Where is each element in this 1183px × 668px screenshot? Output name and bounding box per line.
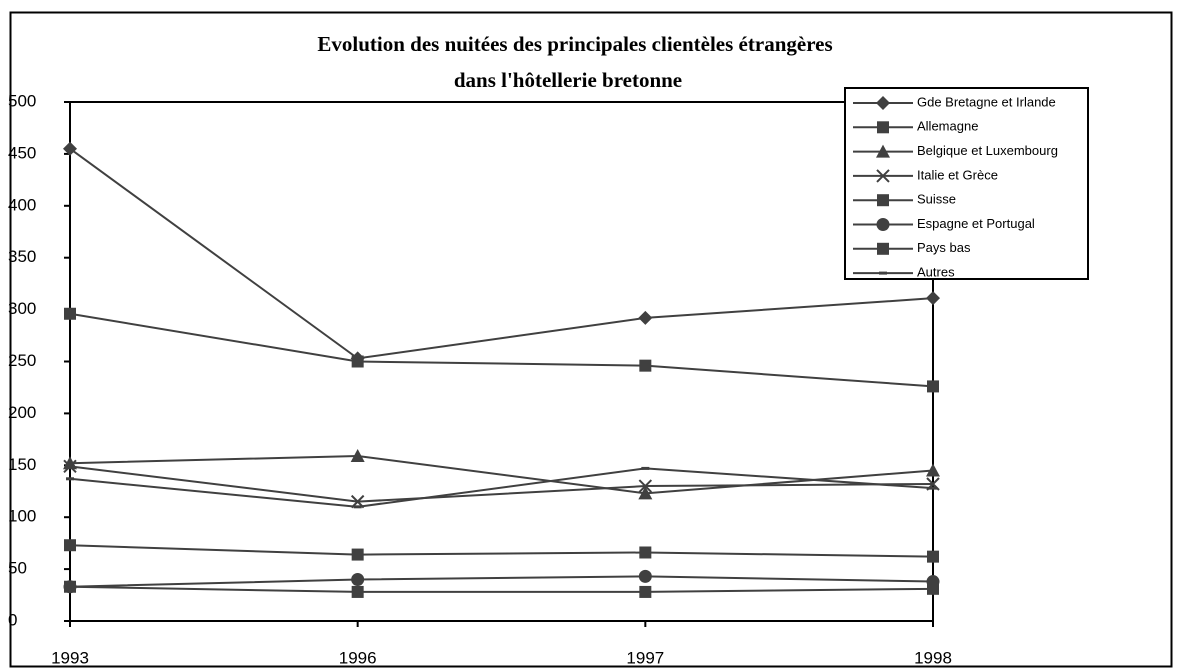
y-tick-label: 300 — [8, 299, 36, 318]
y-tick-label: 100 — [8, 507, 36, 526]
x-tick-label: 1993 — [51, 648, 89, 667]
marker — [641, 466, 650, 470]
y-tick-label: 0 — [8, 610, 17, 629]
marker — [927, 380, 939, 393]
marker — [876, 169, 890, 183]
chart-border — [9, 11, 1173, 668]
legend-label: Espagne et Portugal — [917, 216, 1035, 231]
chart-title: Evolution des nuitées des principales cl… — [317, 32, 832, 56]
plot-frame — [69, 101, 934, 622]
marker — [876, 96, 890, 110]
marker — [63, 141, 77, 156]
marker — [353, 505, 362, 509]
legend-label: Pays bas — [917, 240, 971, 255]
marker — [877, 194, 889, 207]
marker — [638, 569, 652, 583]
marker — [64, 539, 76, 552]
marker — [351, 572, 365, 586]
legend-label: Gde Bretagne et Irlande — [917, 94, 1056, 109]
y-tick-label: 400 — [8, 195, 36, 214]
x-tick-label: 1996 — [339, 648, 377, 667]
marker — [926, 463, 940, 477]
y-tick-label: 150 — [8, 455, 36, 474]
marker — [926, 291, 940, 306]
marker — [927, 550, 939, 563]
marker — [639, 585, 652, 598]
x-tick-label: 1997 — [626, 648, 664, 667]
legend-label: Allemagne — [917, 119, 978, 134]
marker — [64, 307, 76, 320]
legend-label: Suisse — [917, 192, 956, 207]
series-line — [69, 575, 934, 588]
chart-title: dans l'hôtellerie bretonne — [454, 68, 682, 92]
y-tick-label: 50 — [8, 559, 27, 578]
marker — [63, 459, 77, 474]
legend-label: Italie et Grèce — [917, 167, 998, 182]
series-line — [69, 147, 934, 360]
y-tick-label: 500 — [8, 91, 36, 110]
legend-label: Autres — [917, 265, 955, 280]
marker — [639, 546, 652, 559]
series-line — [69, 465, 934, 503]
marker — [351, 585, 364, 598]
marker — [639, 359, 652, 372]
marker — [63, 580, 77, 594]
y-tick-label: 200 — [8, 403, 36, 422]
legend-label: Belgique et Luxembourg — [917, 143, 1058, 158]
marker — [350, 448, 365, 462]
marker — [876, 218, 890, 231]
marker — [638, 310, 653, 325]
marker — [351, 355, 364, 368]
y-tick-label: 450 — [8, 143, 36, 162]
y-tick-label: 250 — [8, 351, 36, 370]
series-line — [69, 312, 934, 388]
marker — [66, 477, 74, 481]
marker — [638, 479, 653, 493]
x-tick-label: 1998 — [914, 648, 952, 667]
marker — [877, 121, 889, 134]
marker — [879, 271, 887, 275]
marker — [929, 486, 937, 490]
marker — [877, 242, 889, 255]
marker — [926, 575, 940, 589]
marker — [638, 486, 653, 500]
marker — [876, 144, 890, 158]
marker — [351, 548, 364, 561]
series-line — [69, 467, 934, 508]
series-line — [69, 454, 934, 495]
series-line — [69, 544, 934, 558]
series-line — [69, 585, 934, 593]
y-tick-label: 350 — [8, 247, 36, 266]
